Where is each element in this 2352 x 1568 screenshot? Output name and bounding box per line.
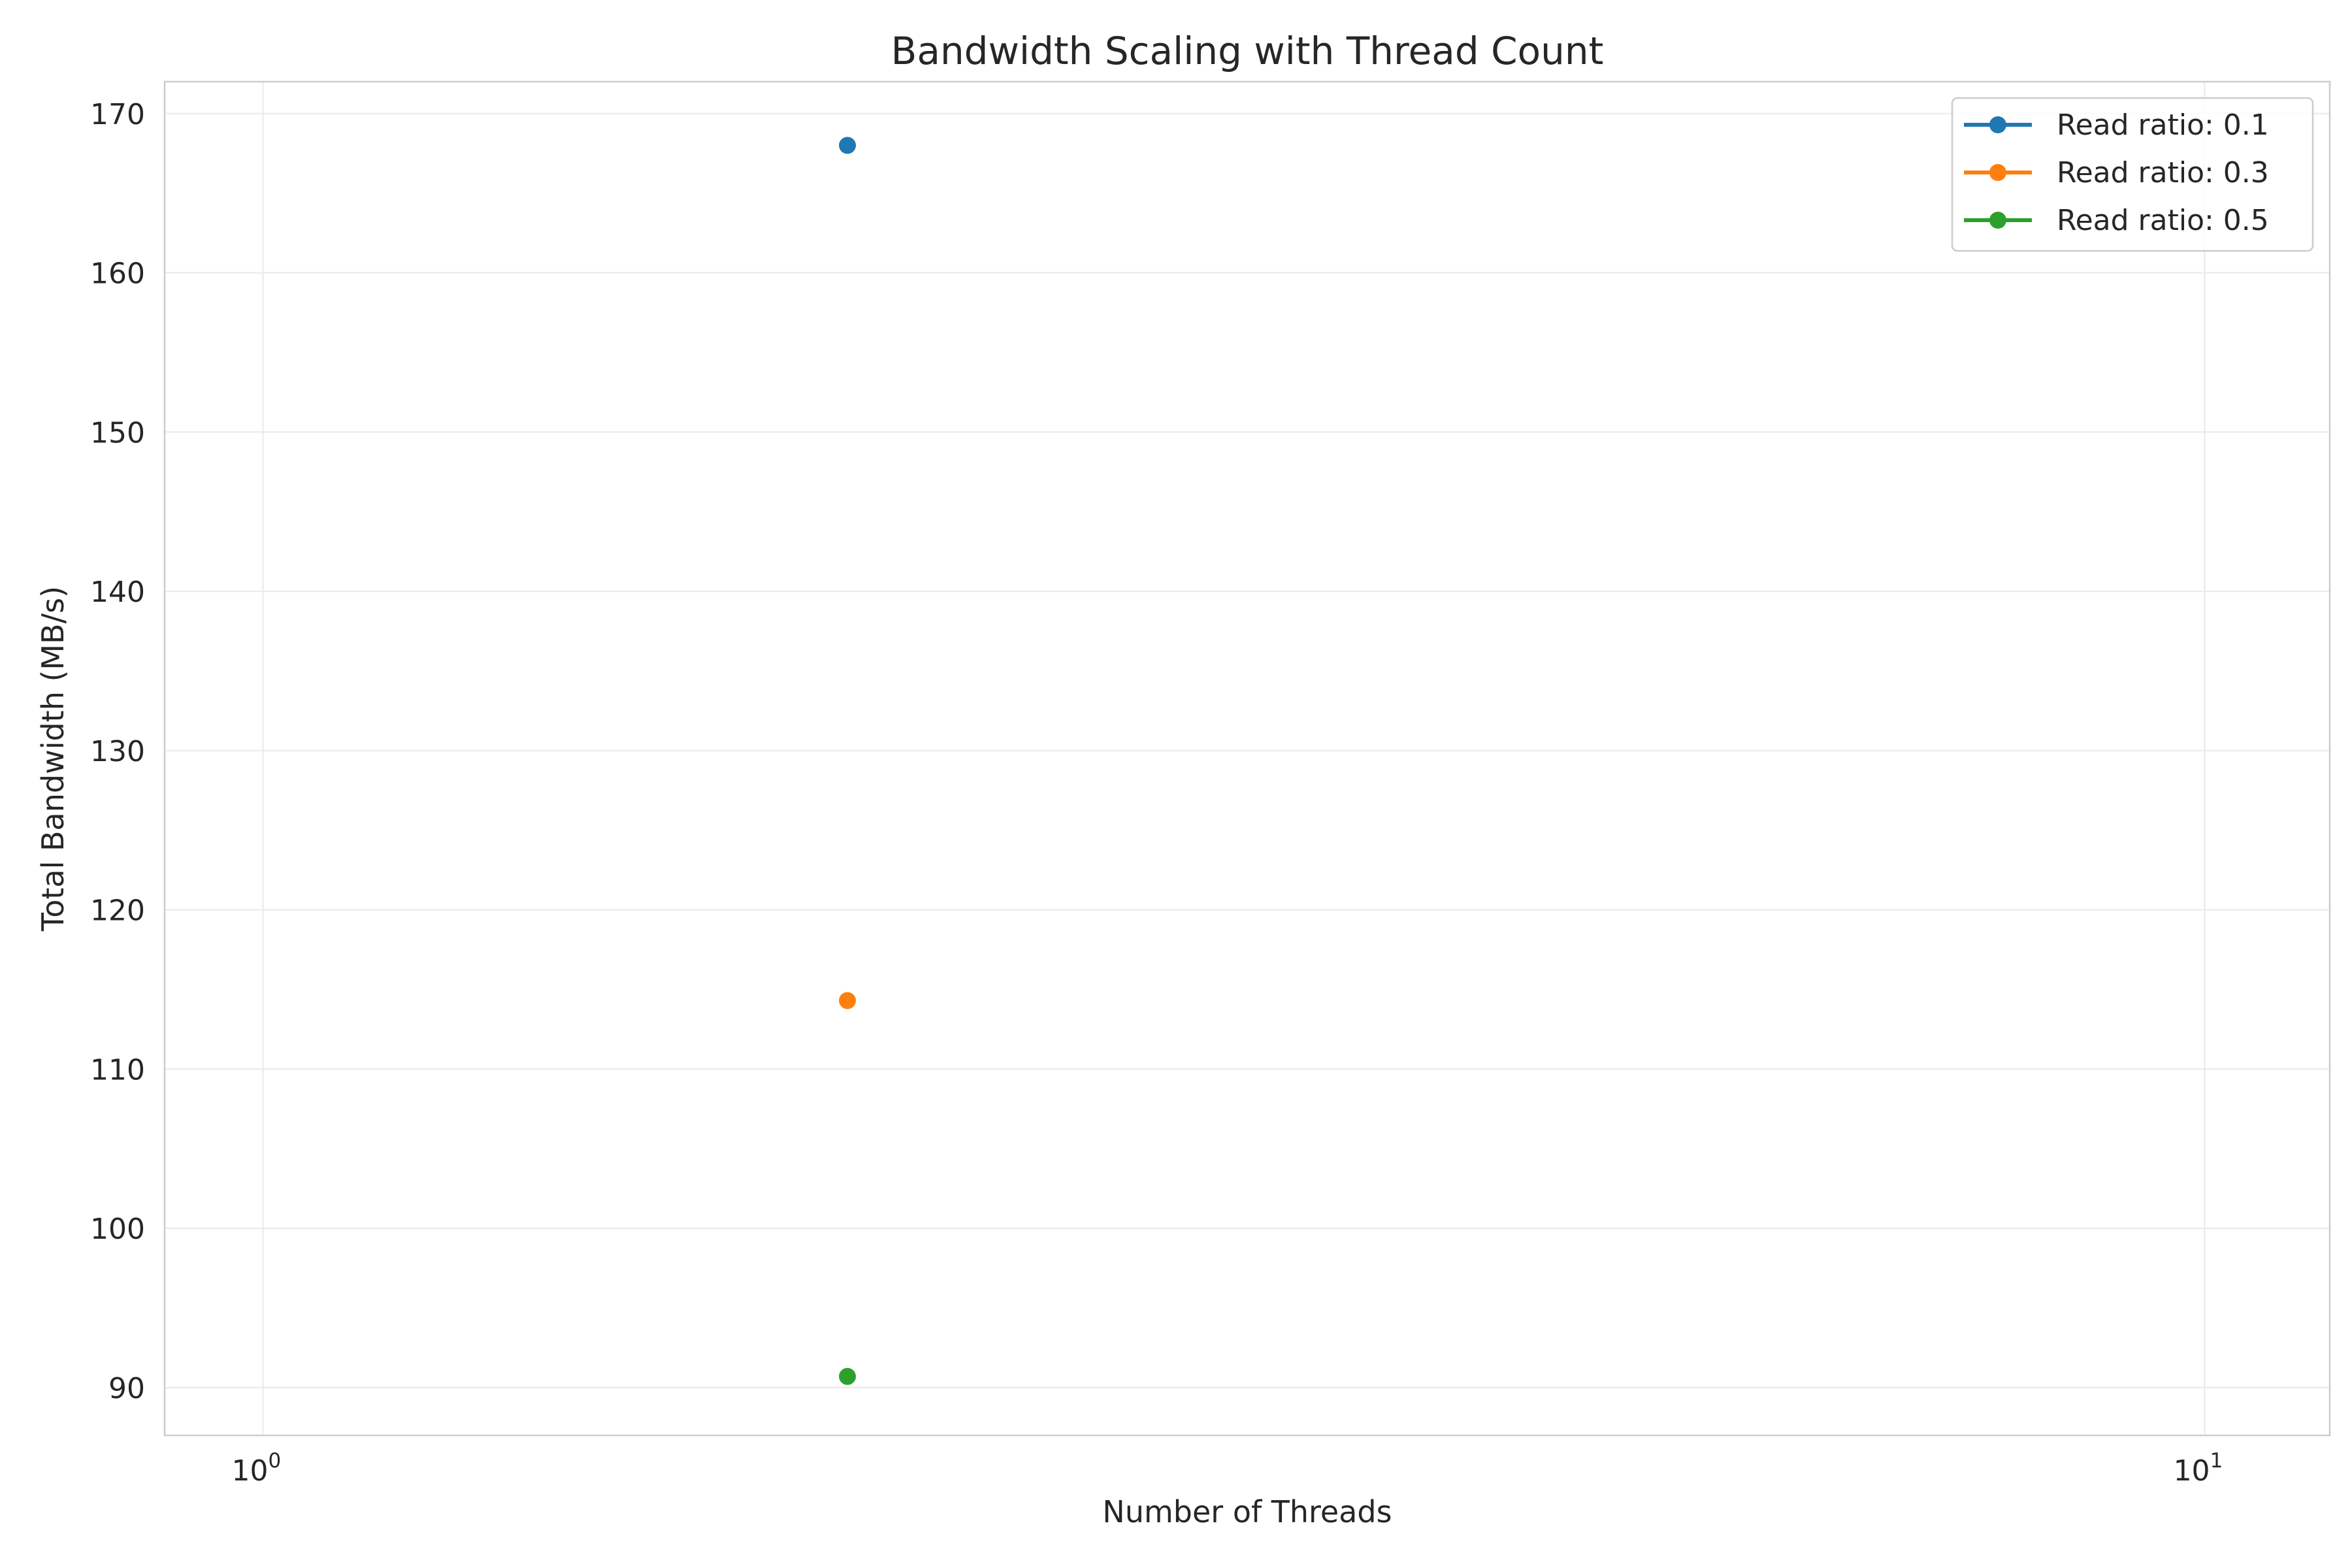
- y-tick-label: 170: [90, 98, 145, 131]
- legend-marker-series-2: [1989, 164, 2006, 181]
- y-tick-label: 110: [90, 1053, 145, 1086]
- y-tick-label: 100: [90, 1213, 145, 1246]
- legend-marker-series-3: [1989, 212, 2006, 229]
- y-axis-label: Total Bandwidth (MB/s): [35, 586, 71, 932]
- grid: [165, 82, 2330, 1435]
- legend-label-series-1: Read ratio: 0.1: [2057, 108, 2269, 142]
- y-tick-label: 160: [90, 257, 145, 291]
- y-tick-label: 140: [90, 576, 145, 609]
- data-points: [839, 137, 857, 1385]
- chart-title: Bandwidth Scaling with Thread Count: [891, 29, 1604, 73]
- legend: Read ratio: 0.1 Read ratio: 0.3 Read ratio…: [1951, 97, 2314, 252]
- x-axis-label: Number of Threads: [1102, 1494, 1392, 1529]
- y-tick-label: 120: [90, 894, 145, 928]
- x-tick-label: 100: [232, 1449, 282, 1488]
- data-point-series-3: [839, 1367, 857, 1385]
- tick-labels: 90 100 110 120 130 140 150 160 170 100 101: [90, 98, 2223, 1488]
- y-tick-label: 90: [108, 1372, 145, 1405]
- legend-label-series-3: Read ratio: 0.5: [2057, 204, 2269, 237]
- data-point-series-1: [839, 137, 857, 154]
- legend-label-series-2: Read ratio: 0.3: [2057, 156, 2269, 189]
- y-tick-label: 130: [90, 735, 145, 768]
- x-tick-label: 101: [2174, 1449, 2223, 1488]
- data-point-series-2: [839, 992, 857, 1009]
- plot-area-frame: [163, 80, 2331, 1437]
- y-tick-label: 150: [90, 416, 145, 449]
- legend-box: [1951, 97, 2314, 252]
- legend-marker-series-1: [1989, 116, 2006, 133]
